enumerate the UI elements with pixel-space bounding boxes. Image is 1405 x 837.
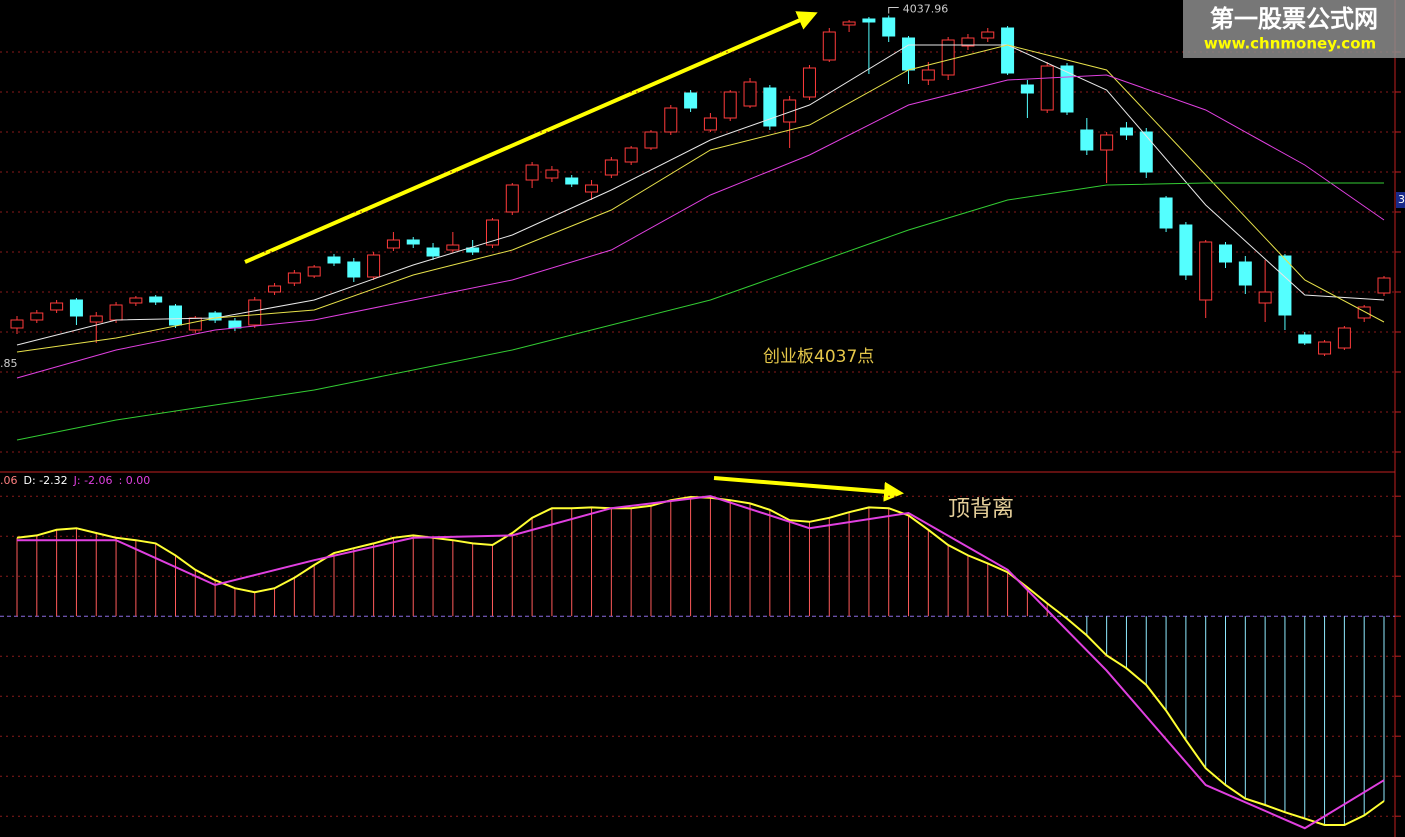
header-label: .06 (0, 474, 18, 487)
candle-body (981, 31, 995, 39)
candle-body (783, 99, 797, 123)
watermark-title: 第一股票公式网 (1210, 5, 1378, 33)
high-label: 4037.96 (903, 3, 949, 16)
candle-body (684, 92, 698, 109)
header-label: D: -2.32 (24, 474, 68, 487)
candle-body (1159, 197, 1173, 229)
candle-body (347, 261, 361, 278)
right-marker-box (1396, 192, 1405, 208)
header-label: : 0.00 (119, 474, 151, 487)
header-label: J: -2.06 (73, 474, 113, 487)
candle-body (941, 39, 955, 76)
candle-body (30, 312, 44, 321)
candle-body (1357, 306, 1371, 319)
marks: 4037.96 (10, 3, 1391, 830)
candle-body (188, 317, 202, 331)
candle-body (1298, 334, 1312, 344)
candle-body (743, 81, 757, 107)
candle-body (1179, 224, 1193, 276)
watermark-box (1183, 0, 1405, 58)
candle-body (505, 184, 519, 213)
candle-body (842, 21, 856, 26)
candle-body (822, 31, 836, 61)
candle-body (723, 91, 737, 119)
candle-body (466, 247, 480, 253)
candle-body (69, 299, 83, 317)
candle-body (1119, 127, 1133, 136)
candle-body (1337, 327, 1351, 349)
candle-body (664, 107, 678, 133)
candle-body (1040, 65, 1054, 111)
candle-body (485, 219, 499, 246)
annotation: 创业板4037点 (763, 347, 874, 367)
candle-body (367, 254, 381, 278)
candle-body (50, 302, 64, 311)
indicator-header: .06 D: -2.32 J: -2.06 : 0.00 (0, 474, 150, 487)
candle-body (604, 159, 618, 176)
candle-body (703, 117, 717, 131)
candle-body (1318, 341, 1332, 355)
candle-body (1001, 27, 1015, 74)
candle-body (525, 164, 539, 181)
candle-body (248, 299, 262, 326)
right-marker: 3 (1398, 193, 1405, 206)
candle-body (10, 319, 24, 329)
candle-body (228, 320, 242, 329)
candle-body (1238, 261, 1252, 286)
moving-average (16, 182, 1384, 441)
candle-body (89, 315, 103, 323)
candle-body (149, 296, 163, 303)
candle-body (446, 244, 460, 251)
candle-body (1060, 65, 1074, 113)
candle-body (1258, 291, 1272, 304)
candle-body (624, 147, 638, 163)
candle-body (287, 272, 301, 284)
candle-body (268, 285, 282, 293)
indicator-line (17, 495, 1385, 830)
candle-body (545, 169, 559, 179)
candle-body (1020, 84, 1034, 94)
candle-body (1377, 277, 1391, 294)
candle-body (426, 247, 440, 257)
candle-body (1199, 241, 1213, 301)
divergence-arrow (713, 476, 904, 502)
candle-body (406, 239, 420, 245)
candle-body (921, 69, 935, 81)
candle-body (1080, 129, 1094, 151)
watermark-url: www.chnmoney.com (1204, 35, 1376, 53)
high-marker (888, 7, 899, 14)
candle-body (862, 18, 876, 23)
moving-average (16, 44, 1385, 346)
candle-body (109, 304, 123, 321)
candle-body (763, 87, 777, 127)
candle-body (882, 17, 896, 37)
candle-body (1219, 244, 1233, 263)
candle-body (565, 177, 579, 185)
candle-body (802, 67, 816, 98)
candle-body (129, 297, 143, 304)
candle-body (1100, 134, 1114, 151)
candle-body (961, 37, 975, 47)
trend-arrow (244, 11, 818, 264)
candle-body (307, 266, 321, 277)
grid (0, 51, 1401, 817)
moving-average (16, 44, 1385, 353)
candle-body (1278, 255, 1292, 316)
candle-body (386, 239, 400, 249)
candle-body (585, 184, 599, 193)
divergence-label: 顶背离 (948, 497, 1014, 522)
candle-body (168, 305, 182, 326)
candle-body (902, 37, 916, 71)
candle-body (327, 256, 341, 264)
moving-average (16, 74, 1385, 379)
candle-body (644, 131, 658, 149)
candle-body (1139, 131, 1153, 173)
partial-label: .85 (0, 357, 18, 370)
